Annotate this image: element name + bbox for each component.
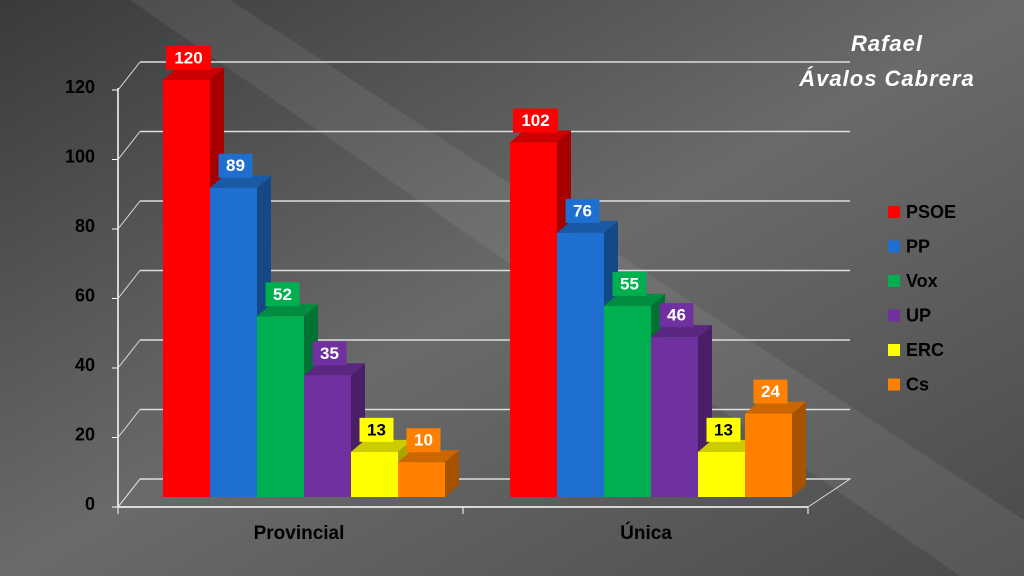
value-label: 55	[620, 274, 639, 293]
bar	[351, 451, 398, 497]
value-label-box	[265, 282, 300, 307]
grid-line	[117, 339, 141, 369]
bar-side	[445, 450, 459, 497]
grid-line	[117, 200, 141, 230]
bar-top	[604, 293, 665, 306]
value-label: 120	[174, 48, 202, 67]
value-label: 46	[667, 306, 686, 325]
bar-top	[398, 450, 459, 463]
bar	[745, 413, 792, 497]
value-label: 13	[367, 420, 386, 439]
y-tick-label: 0	[85, 494, 95, 514]
bar	[398, 462, 445, 497]
value-label-box	[753, 379, 788, 404]
bar-top	[210, 175, 271, 188]
value-label: 76	[573, 201, 592, 220]
legend-label: Cs	[906, 374, 929, 394]
bar-top	[351, 439, 412, 452]
y-tick-label: 100	[65, 146, 95, 166]
legend-swatch	[888, 206, 900, 218]
value-label: 35	[320, 344, 339, 363]
bar-top	[557, 220, 618, 233]
legend-swatch	[888, 275, 900, 287]
x-tick-label: Provincial	[254, 523, 345, 544]
value-label-box	[218, 153, 253, 178]
legend-label: UP	[906, 305, 931, 325]
legend-label: Vox	[906, 271, 938, 291]
legend-swatch	[888, 344, 900, 356]
value-label: 13	[714, 420, 733, 439]
y-tick-label: 80	[75, 216, 95, 236]
legend-swatch	[888, 309, 900, 322]
y-tick-label: 120	[65, 77, 95, 97]
value-label: 89	[226, 156, 245, 175]
value-label-box	[612, 271, 647, 296]
y-tick-label: 60	[75, 285, 95, 305]
bar	[304, 375, 351, 497]
bar-top	[745, 401, 806, 414]
value-label-box	[706, 417, 741, 442]
author-name: Rafael	[851, 31, 923, 56]
bar-side	[792, 401, 806, 497]
bar-top	[698, 439, 759, 452]
bar	[257, 316, 304, 497]
grid-line	[117, 270, 141, 299]
legend-label: PSOE	[906, 202, 956, 222]
y-tick-label: 20	[75, 424, 95, 444]
bar-top	[304, 363, 365, 376]
bar-top	[257, 304, 318, 317]
bar	[510, 142, 557, 498]
bar	[698, 451, 745, 497]
value-label: 24	[761, 382, 780, 401]
value-label: 10	[414, 431, 433, 450]
value-label-box	[406, 428, 441, 453]
legend-swatch	[888, 240, 900, 253]
legend-swatch	[888, 378, 900, 391]
x-tick-label: Única	[620, 522, 672, 544]
bar	[651, 337, 698, 497]
grid-line	[117, 478, 141, 508]
bar	[210, 187, 257, 497]
grid-line	[117, 131, 141, 160]
legend-label: PP	[906, 236, 930, 256]
grid-line	[117, 409, 141, 438]
value-label-box	[166, 46, 211, 70]
bar-top	[163, 68, 224, 80]
value-label: 52	[273, 285, 292, 304]
y-tick-label: 40	[75, 355, 95, 375]
grid-line	[117, 61, 141, 91]
bar	[163, 80, 210, 497]
bar	[604, 305, 651, 497]
value-label-box	[565, 198, 600, 223]
value-label-box	[659, 303, 694, 328]
value-label: 102	[521, 111, 549, 130]
bar-top	[651, 325, 712, 338]
author-name: Ávalos Cabrera	[798, 66, 974, 91]
value-label-box	[513, 108, 558, 133]
bar	[557, 232, 604, 497]
bar-top	[510, 130, 571, 143]
value-label-box	[359, 417, 394, 442]
value-label-box	[312, 341, 347, 366]
legend-label: ERC	[906, 340, 944, 360]
